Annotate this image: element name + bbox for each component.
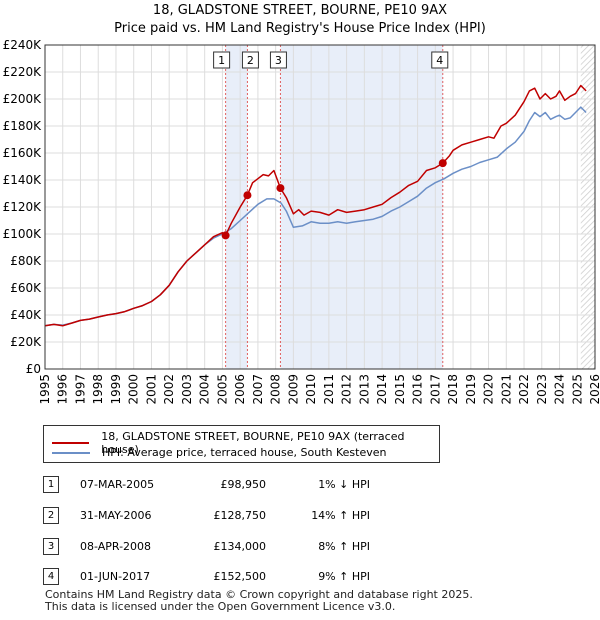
x-tick-label: 2025 [570,374,584,405]
sale-number-badge: 1 [43,476,59,493]
sale-price: £98,950 [220,478,267,491]
y-tick-label: £220K [3,65,43,79]
sale-row: 3 08-APR-2008 £134,000 8% ↑ HPI [0,538,600,558]
price-chart: £0 £20K £40K £60K £80K £100K £120K £140K £160K £1… [3,38,600,405]
x-tick-label: 2014 [375,374,389,405]
sale-date: 31-MAY-2006 [80,509,152,522]
chart-title: 18, GLADSTONE STREET, BOURNE, PE10 9AX [152,3,448,18]
x-tick-label: 2015 [393,374,407,405]
y-tick-label: £100K [3,227,43,241]
x-tick-label: 2004 [198,374,212,405]
x-tick-label: 2007 [251,374,265,405]
plot-frame [44,44,596,370]
y-tick-label: £180K [3,119,43,133]
sale-date: 08-APR-2008 [80,540,152,553]
x-tick-label: 2018 [446,374,460,405]
sale-point [243,191,252,200]
sale-date: 01-JUN-2017 [80,570,151,583]
x-tick-label: 2002 [162,374,176,405]
x-tick-label: 2026 [588,374,600,405]
legend-label-hpi: HPI: Average price, terraced house, Sout… [102,446,387,459]
y-tick-label: £140K [3,173,43,187]
legend-item-hpi: HPI: Average price, terraced house, Sout… [52,446,386,459]
sale-hpi-change: 14% ↑ HPI [311,509,370,522]
footer-license: This data is licensed under the Open Gov… [45,600,396,613]
x-tick-label: 2010 [304,374,318,405]
x-tick-label: 2019 [464,374,478,405]
sale-price: £128,750 [213,509,267,522]
sale-number-badge: 4 [43,568,59,585]
x-tick-label: 1995 [38,374,52,405]
x-tick-label: 2017 [428,374,442,405]
x-tick-label: 1998 [91,374,105,405]
y-tick-label: £160K [3,146,43,160]
y-tick-label: £80K [10,254,42,268]
y-tick-label: £120K [3,200,43,214]
sale-hpi-change: 1% ↓ HPI [318,478,370,491]
x-tick-label: 2000 [127,374,141,405]
x-tick-label: 2021 [499,374,513,405]
y-tick-label: £200K [3,92,43,106]
sale-point [438,159,447,168]
sale-marker-label: 4 [436,54,443,67]
y-tick-label: £40K [10,308,42,322]
sale-marker-label: 2 [247,54,254,67]
sale-date: 07-MAR-2005 [80,478,155,491]
legend-swatch-hpi [52,451,90,454]
sale-price: £152,500 [213,570,267,583]
legend-label-property: 18, GLADSTONE STREET, BOURNE, PE10 9AX (… [101,430,405,456]
sale-hpi-change: 8% ↑ HPI [318,540,370,553]
y-tick-label: £60K [10,281,42,295]
x-tick-label: 2020 [482,374,496,405]
sale-marker-box [241,51,259,69]
x-tick-label: 2012 [340,374,354,405]
sale-point [221,231,230,240]
sale-number-badge: 3 [43,538,59,555]
y-tick-label: £0 [26,362,41,376]
y-tick-label: £20K [10,335,42,349]
y-tick-label: £240K [3,38,43,52]
x-tick-label: 2023 [535,374,549,405]
x-tick-label: 2011 [322,374,336,405]
sale-marker-box [213,51,231,69]
footer-copyright: Contains HM Land Registry data © Crown c… [45,588,473,601]
legend: 18, GLADSTONE STREET, BOURNE, PE10 9AX (… [43,425,440,463]
sale-hpi-change: 9% ↑ HPI [318,570,370,583]
sale-price: £134,000 [213,540,267,553]
sale-marker-box [431,51,449,69]
x-tick-label: 2008 [269,374,283,405]
sale-marker-box [269,51,287,69]
sale-row: 2 31-MAY-2006 £128,750 14% ↑ HPI [0,507,600,527]
x-tick-label: 1997 [73,374,87,405]
sale-marker-label: 1 [218,54,225,67]
sale-row: 4 01-JUN-2017 £152,500 9% ↑ HPI [0,568,600,588]
property-series-line [44,84,587,327]
sale-number-badge: 2 [43,507,59,524]
x-tick-label: 2022 [517,374,531,405]
sale-marker-label: 3 [275,54,282,67]
chart-subtitle: Price paid vs. HM Land Registry's House … [114,21,486,36]
sale-point [276,184,285,193]
x-tick-label: 2024 [553,374,567,405]
sale-row: 1 07-MAR-2005 £98,950 1% ↓ HPI [0,476,600,496]
x-tick-label: 2001 [144,374,158,405]
legend-item-property: 18, GLADSTONE STREET, BOURNE, PE10 9AX (… [52,430,439,456]
x-tick-label: 1999 [109,374,123,405]
x-tick-label: 2016 [411,374,425,405]
x-tick-label: 2013 [357,374,371,405]
legend-swatch-property [52,442,90,444]
x-tick-label: 2003 [180,374,194,405]
x-tick-label: 2006 [233,374,247,405]
x-tick-label: 2009 [286,374,300,405]
x-tick-label: 2005 [215,374,229,405]
x-tick-label: 1996 [56,374,70,405]
